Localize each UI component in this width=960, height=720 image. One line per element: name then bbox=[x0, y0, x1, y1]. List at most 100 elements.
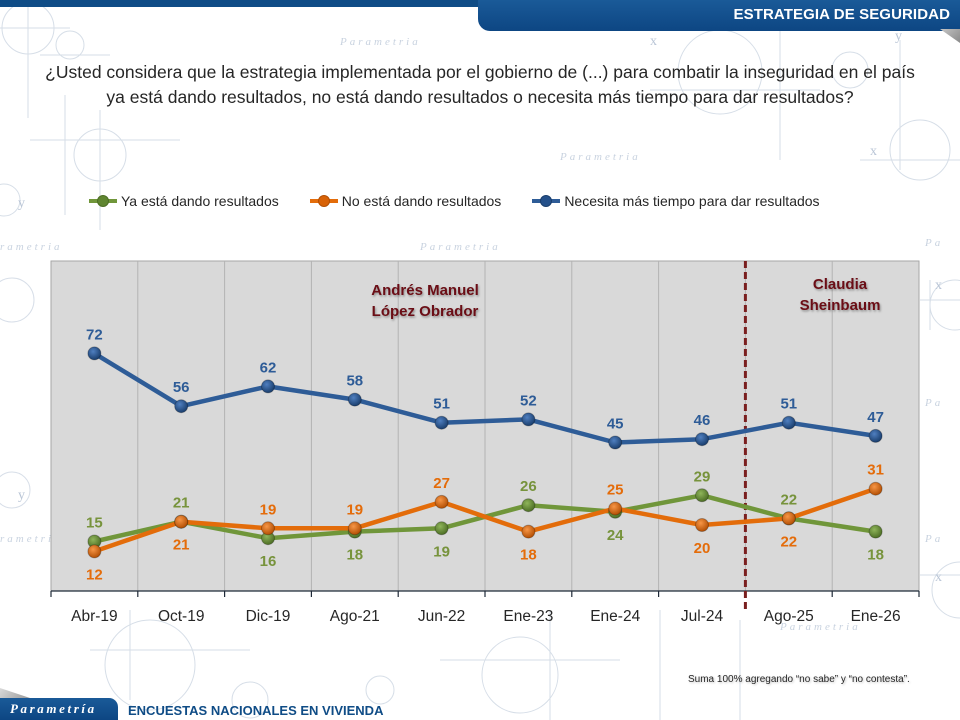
svg-text:x: x bbox=[935, 570, 942, 585]
section-title: ESTRATEGIA DE SEGURIDAD bbox=[733, 6, 950, 23]
data-point-necesita bbox=[347, 392, 362, 407]
legend-label: No está dando resultados bbox=[341, 193, 502, 209]
x-tick-label: Ene-26 bbox=[851, 608, 901, 625]
data-label-necesita: 56 bbox=[173, 379, 190, 396]
svg-text:Pa: Pa bbox=[924, 397, 943, 409]
data-point-necesita bbox=[868, 428, 883, 443]
annotation-amlo: Andrés Manuel bbox=[371, 282, 479, 299]
data-label-necesita: 47 bbox=[867, 409, 884, 426]
series-line-necesita bbox=[93, 351, 876, 445]
data-label-ya-esta: 22 bbox=[780, 491, 797, 508]
x-tick-label: Ago-25 bbox=[764, 608, 814, 625]
survey-question: ¿Usted considera que la estrategia imple… bbox=[45, 62, 915, 107]
data-point-ya-esta bbox=[695, 488, 709, 503]
annotation-amlo: López Obrador bbox=[372, 303, 479, 320]
footer-fold bbox=[0, 688, 30, 698]
x-tick-label: Jul-24 bbox=[681, 608, 724, 625]
svg-text:Pa: Pa bbox=[924, 237, 943, 249]
data-point-no-esta bbox=[87, 544, 102, 559]
data-label-necesita: 58 bbox=[346, 373, 363, 390]
data-label-necesita: 51 bbox=[433, 396, 450, 413]
data-label-no-esta: 20 bbox=[694, 540, 711, 557]
annotation-sheinbaum: Claudia bbox=[813, 276, 868, 293]
data-point-ya-esta bbox=[868, 524, 883, 539]
data-label-ya-esta: 24 bbox=[607, 527, 624, 544]
svg-text:y: y bbox=[18, 488, 25, 503]
data-label-necesita: 52 bbox=[520, 392, 537, 409]
data-point-ya-esta bbox=[521, 498, 536, 513]
data-point-necesita bbox=[521, 412, 536, 427]
data-label-no-esta: 22 bbox=[780, 533, 797, 550]
legend-item-necesita: Necesita más tiempo para dar resultados bbox=[531, 193, 820, 209]
data-point-no-esta bbox=[174, 514, 189, 529]
footnote: Suma 100% agregando “no sabe” y “no cont… bbox=[688, 674, 910, 685]
data-point-ya-esta bbox=[434, 521, 449, 536]
x-tick-label: Abr-19 bbox=[71, 608, 118, 625]
svg-text:Parametria: Parametria bbox=[559, 151, 641, 163]
footer-title: ENCUESTAS NACIONALES EN VIVIENDA bbox=[128, 703, 384, 718]
data-point-necesita bbox=[87, 346, 102, 361]
data-point-necesita bbox=[608, 435, 623, 450]
data-point-no-esta bbox=[261, 521, 275, 536]
data-point-no-esta bbox=[608, 501, 623, 516]
data-label-necesita: 45 bbox=[607, 416, 624, 433]
data-label-necesita: 62 bbox=[260, 359, 277, 376]
data-point-no-esta bbox=[868, 481, 883, 496]
legend-label: Necesita más tiempo para dar resultados bbox=[564, 193, 820, 209]
x-tick-label: Ene-24 bbox=[590, 608, 640, 625]
svg-text:y: y bbox=[895, 29, 902, 44]
data-label-ya-esta: 18 bbox=[867, 547, 884, 564]
data-label-no-esta: 18 bbox=[520, 547, 537, 564]
section-header: ESTRATEGIA DE SEGURIDAD bbox=[478, 0, 960, 31]
svg-text:x: x bbox=[650, 34, 657, 49]
data-label-necesita: 46 bbox=[694, 412, 711, 429]
data-label-necesita: 72 bbox=[86, 326, 103, 343]
svg-text:x: x bbox=[935, 278, 942, 293]
data-label-ya-esta: 19 bbox=[433, 543, 450, 560]
data-point-no-esta bbox=[781, 511, 796, 526]
x-tick-label: Ago-21 bbox=[330, 608, 380, 625]
data-label-no-esta: 19 bbox=[346, 501, 363, 518]
legend-marker-orange-icon bbox=[309, 195, 338, 207]
data-label-ya-esta: 26 bbox=[520, 478, 537, 495]
data-point-no-esta bbox=[347, 521, 362, 536]
svg-text:rametria: rametria bbox=[0, 241, 63, 253]
legend-label: Ya está dando resultados bbox=[121, 193, 279, 209]
data-label-ya-esta: 16 bbox=[260, 553, 277, 570]
legend-marker-green-icon bbox=[89, 195, 117, 207]
series-line-no-esta bbox=[93, 486, 877, 554]
x-tick-label: Oct-19 bbox=[158, 608, 205, 625]
svg-text:Parametria: Parametria bbox=[779, 621, 861, 633]
data-point-necesita bbox=[781, 415, 796, 430]
legend-item-ya-esta: Ya está dando resultados bbox=[88, 193, 279, 209]
data-point-no-esta bbox=[434, 494, 449, 509]
legend-item-no-esta: No está dando resultados bbox=[309, 193, 502, 209]
chart-legend: Ya está dando resultados No está dando r… bbox=[88, 191, 850, 211]
x-tick-label: Jun-22 bbox=[418, 608, 465, 625]
data-label-ya-esta: 29 bbox=[694, 468, 711, 485]
data-label-no-esta: 19 bbox=[260, 501, 277, 518]
svg-text:x: x bbox=[870, 144, 877, 159]
svg-text:Pa: Pa bbox=[924, 533, 943, 545]
data-label-no-esta: 27 bbox=[433, 475, 450, 492]
data-label-no-esta: 25 bbox=[607, 482, 624, 499]
data-label-no-esta: 31 bbox=[867, 462, 884, 479]
x-tick-label: Ene-23 bbox=[503, 608, 553, 625]
svg-text:rametria: rametria bbox=[0, 533, 63, 545]
svg-text:Parametria: Parametria bbox=[339, 36, 421, 48]
legend-marker-blue-icon bbox=[532, 195, 561, 207]
data-point-necesita bbox=[174, 399, 189, 414]
data-label-no-esta: 21 bbox=[173, 537, 190, 554]
parametria-logo: Parametría bbox=[0, 698, 118, 720]
svg-text:Parametria: Parametria bbox=[419, 241, 501, 253]
data-label-ya-esta: 18 bbox=[346, 547, 363, 564]
data-label-ya-esta: 15 bbox=[86, 515, 103, 532]
data-point-no-esta bbox=[695, 518, 709, 532]
annotation-sheinbaum: Sheinbaum bbox=[800, 297, 881, 314]
data-point-necesita bbox=[434, 415, 449, 430]
svg-text:y: y bbox=[18, 196, 25, 211]
data-point-necesita bbox=[695, 432, 709, 447]
data-label-ya-esta: 21 bbox=[173, 495, 190, 512]
data-point-no-esta bbox=[521, 524, 536, 539]
